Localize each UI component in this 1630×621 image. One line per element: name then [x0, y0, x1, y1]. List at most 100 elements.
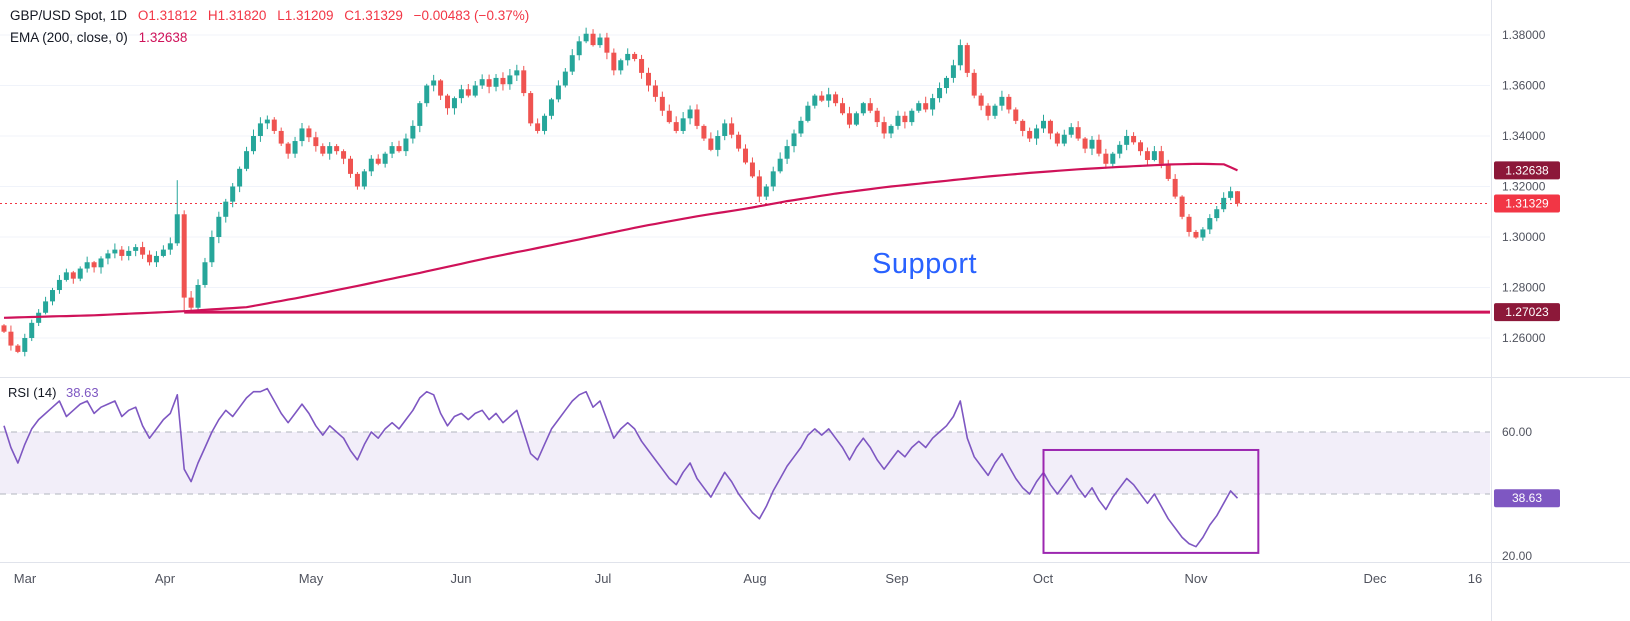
- candle-body: [597, 37, 603, 46]
- candle-body: [112, 249, 118, 254]
- price-tick-label: 1.30000: [1502, 230, 1546, 244]
- price-scale[interactable]: 1.38000 1.36000 1.34000 1.32000 1.30000 1.280…: [1502, 28, 1546, 345]
- candle-body: [514, 70, 520, 76]
- candle-body: [181, 214, 187, 298]
- candle-body: [895, 115, 901, 126]
- candle-body: [978, 95, 984, 106]
- rsi-badge: 38.63: [1494, 489, 1560, 508]
- candle-body: [285, 143, 291, 154]
- candle-body: [126, 250, 132, 256]
- candle-body: [216, 216, 222, 237]
- support-annotation[interactable]: Support: [872, 248, 978, 280]
- candle-body: [611, 52, 617, 71]
- candle-body: [15, 345, 21, 352]
- candle-body: [867, 103, 873, 111]
- candle-body: [680, 118, 686, 131]
- candle-body: [1013, 109, 1019, 121]
- ohlc-low: L1.31209: [277, 8, 334, 23]
- candle-body: [756, 176, 762, 197]
- candle-body: [389, 146, 395, 154]
- candle-body: [749, 162, 755, 177]
- rsi-scale[interactable]: 60.00 20.00: [1502, 425, 1532, 563]
- candle-body: [902, 115, 908, 123]
- candle-body: [91, 262, 97, 268]
- rsi-line[interactable]: [3, 387, 1239, 548]
- candle-body: [167, 243, 173, 250]
- candle-body: [105, 253, 111, 259]
- candle-body: [569, 55, 575, 72]
- candle-body: [964, 45, 970, 73]
- candle-body: [209, 237, 215, 263]
- candle-body: [223, 201, 229, 217]
- candle-body: [410, 125, 416, 139]
- candle-body: [618, 60, 624, 71]
- candle-body: [1200, 229, 1206, 238]
- candle-body: [1138, 142, 1144, 152]
- candle-body: [1186, 216, 1192, 232]
- candle-body: [486, 79, 492, 87]
- candle-body: [1228, 191, 1234, 198]
- candle-body: [271, 119, 277, 131]
- candle-body: [1214, 209, 1220, 219]
- candle-body: [604, 37, 610, 53]
- candle-body: [465, 89, 471, 96]
- candle-body: [264, 119, 270, 124]
- candle-body: [576, 41, 582, 56]
- candle-body: [354, 173, 360, 187]
- ema-indicator-label[interactable]: EMA (200, close, 0): [10, 30, 128, 45]
- candle-body: [930, 98, 936, 110]
- time-scale[interactable]: Mar Apr May Jun Jul Aug Sep Oct Nov Dec 16: [14, 571, 1482, 586]
- candlesticks: [1, 27, 1241, 357]
- price-badge: 1.31329: [1494, 194, 1560, 213]
- price-tick-label: 1.32000: [1502, 180, 1546, 194]
- ema-row: EMA (200, close, 0) 1.32638: [10, 27, 536, 49]
- candle-body: [153, 255, 159, 263]
- rsi-highlight-box[interactable]: [1042, 448, 1260, 554]
- price-tick-label: 1.36000: [1502, 79, 1546, 93]
- time-tick-label: Nov: [1184, 571, 1208, 586]
- candle-body: [763, 186, 769, 197]
- candle-body: [694, 109, 700, 126]
- candle-body: [992, 105, 998, 116]
- candle-body: [528, 93, 534, 124]
- candle-body: [826, 94, 832, 101]
- candle-body: [63, 272, 69, 280]
- candle-body: [493, 77, 499, 87]
- price-badge: 1.32638: [1494, 161, 1560, 180]
- time-tick-label: Oct: [1033, 571, 1054, 586]
- rsi-tick-label: 60.00: [1502, 425, 1532, 439]
- svg-text:1.27023: 1.27023: [1505, 305, 1549, 319]
- rsi-indicator-label[interactable]: RSI (14): [8, 385, 57, 400]
- candle-body: [923, 103, 929, 110]
- ema-indicator-value: 1.32638: [138, 30, 188, 45]
- svg-text:1.32638: 1.32638: [1505, 163, 1549, 177]
- time-tick-label: Sep: [885, 571, 908, 586]
- candle-body: [133, 247, 139, 251]
- candle-body: [84, 262, 90, 269]
- ema-line[interactable]: [3, 162, 1238, 319]
- candle-body: [22, 338, 28, 352]
- rsi-tick-label: 20.00: [1502, 549, 1532, 563]
- candle-body: [1061, 134, 1067, 144]
- candle-body: [438, 80, 444, 96]
- candle-body: [562, 71, 568, 86]
- candle-body: [840, 103, 846, 114]
- candle-body: [1151, 151, 1157, 160]
- candle-body: [306, 128, 312, 138]
- candle-body: [327, 146, 333, 154]
- candle-body: [652, 85, 658, 97]
- candle-body: [881, 122, 887, 134]
- chart-legend: GBP/USD Spot, 1D O1.31812 H1.31820 L1.31…: [10, 5, 536, 49]
- candle-body: [1179, 196, 1185, 217]
- candle-body: [472, 85, 478, 96]
- symbol-title[interactable]: GBP/USD Spot, 1D: [10, 8, 128, 23]
- candle-body: [673, 122, 679, 131]
- candle-body: [521, 70, 527, 94]
- candle-body: [431, 80, 437, 86]
- candle-body: [833, 94, 839, 104]
- candle-body: [313, 137, 319, 147]
- candle-body: [743, 148, 749, 163]
- price-tick-label: 1.38000: [1502, 28, 1546, 42]
- candle-body: [1158, 151, 1164, 164]
